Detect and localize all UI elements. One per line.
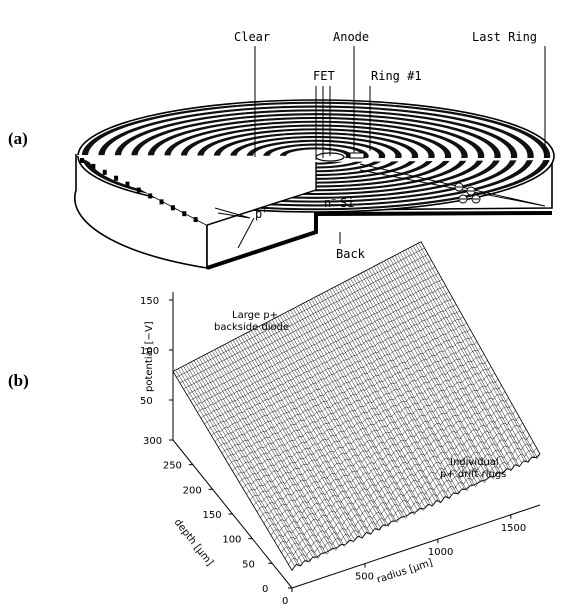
surface-line-depth [267, 410, 516, 530]
panel-a-label: (a) [8, 129, 28, 148]
p-plus-implants [214, 207, 251, 219]
depth-tick-label: 200 [183, 485, 202, 496]
radius-tick-label: 500 [355, 572, 374, 583]
surface-line-depth [291, 453, 541, 571]
potential-tick-label: 100 [140, 346, 159, 357]
depth-tick-label: 250 [163, 461, 182, 472]
annotation-rings-line1: Individual [450, 457, 499, 468]
cut-mask-right [316, 158, 552, 162]
annotation-backside-line1: Large p+ [232, 310, 278, 321]
surface-line-depth [270, 416, 520, 536]
surface-line-depth [277, 428, 527, 548]
radius-axis-label: radius [μm] [376, 557, 435, 585]
surface-line-depth [288, 447, 537, 565]
label-fet: FET [313, 69, 335, 83]
ring-edge-tooth [193, 217, 198, 223]
annotation-rings-line2: p+ drift rings [440, 469, 506, 480]
surface-line-depth [253, 385, 502, 507]
potential-surface [172, 241, 541, 572]
label-anode: Anode [333, 30, 369, 44]
surface-line-depth [197, 285, 446, 413]
surface-line-depth [239, 360, 488, 483]
surface-line-depth [232, 347, 481, 472]
surface-line-depth [172, 241, 422, 372]
surface-line-depth [221, 328, 471, 454]
surface-line-depth [207, 303, 457, 431]
surface-line-depth [281, 435, 530, 553]
depth-axis-label: depth [μm] [172, 517, 215, 568]
ring-edge-tooth [114, 175, 119, 181]
radius-tick-label: 1500 [501, 523, 526, 534]
ring-edge-tooth [125, 181, 130, 187]
depth-tick-label: 150 [203, 510, 222, 521]
potential-axis-label: potential [−V] [144, 321, 155, 392]
radius-tick-label: 1000 [428, 547, 453, 558]
label-clear: Clear [234, 30, 270, 44]
surface-line-depth [235, 353, 485, 477]
surface-line-depth [284, 441, 534, 559]
ring-edge-tooth [148, 193, 153, 199]
ring-edge-tooth [102, 169, 107, 175]
ring-edge-tooth [136, 187, 141, 193]
radius-tick-label: 0 [282, 596, 288, 607]
fet-block [349, 152, 365, 159]
surface-line-depth [256, 391, 506, 512]
depth-tick-label: 300 [143, 436, 162, 447]
panel-b-label: (b) [8, 371, 29, 390]
surface-line-depth [200, 291, 450, 419]
surface-line-depth [204, 297, 453, 425]
surface-line-depth [186, 266, 436, 395]
ring-edge-tooth [80, 158, 84, 163]
surface-line-depth [249, 378, 499, 501]
depth-tick-label: 100 [222, 535, 241, 546]
surface-line-depth [211, 310, 460, 436]
wedge-mask [76, 155, 316, 225]
surface-line-depth [179, 254, 429, 384]
surface-line-depth [176, 247, 425, 378]
label-leaders [237, 46, 546, 249]
surface-line-depth [260, 397, 509, 518]
label-ring-1: Ring #1 [371, 69, 422, 83]
depth-tick-label: 0 [262, 584, 268, 595]
surface-line-depth [274, 422, 523, 542]
label-last-ring: Last Ring [472, 30, 537, 44]
ring-edge-tooth [182, 211, 187, 217]
ring-edge-tooth [170, 205, 175, 211]
ring-edge-tooth [91, 163, 96, 169]
potential-tick-label: 150 [140, 296, 159, 307]
surface-line-depth [242, 366, 492, 489]
annotation-backside-line2: backside diode [214, 322, 289, 333]
surface-line-depth [214, 316, 464, 442]
surface-line-depth [246, 372, 495, 495]
depth-tick-label: 50 [242, 559, 255, 570]
label-n-si: n− Si [324, 195, 355, 210]
electrons [454, 182, 481, 204]
panel-b: (b) 150100503002502001501005000500100015… [8, 241, 541, 607]
panel-a: (a) [8, 30, 555, 270]
surface-line-depth [218, 322, 467, 448]
surface-line-depth [193, 279, 443, 407]
surface-line-depth [183, 260, 432, 390]
label-back: Back [336, 247, 366, 261]
drift-channel-line [359, 163, 546, 207]
ring-edge-tooth [159, 199, 164, 205]
surface-line-depth [263, 403, 513, 524]
wedge-cut-edge [206, 162, 317, 226]
label-p-plus: p+ [255, 206, 267, 221]
potential-tick-label: 50 [140, 396, 153, 407]
surface-line-depth [225, 335, 474, 460]
back-contact-line [206, 211, 553, 270]
surface-line-depth [190, 272, 439, 401]
surface-line-depth [228, 341, 478, 466]
